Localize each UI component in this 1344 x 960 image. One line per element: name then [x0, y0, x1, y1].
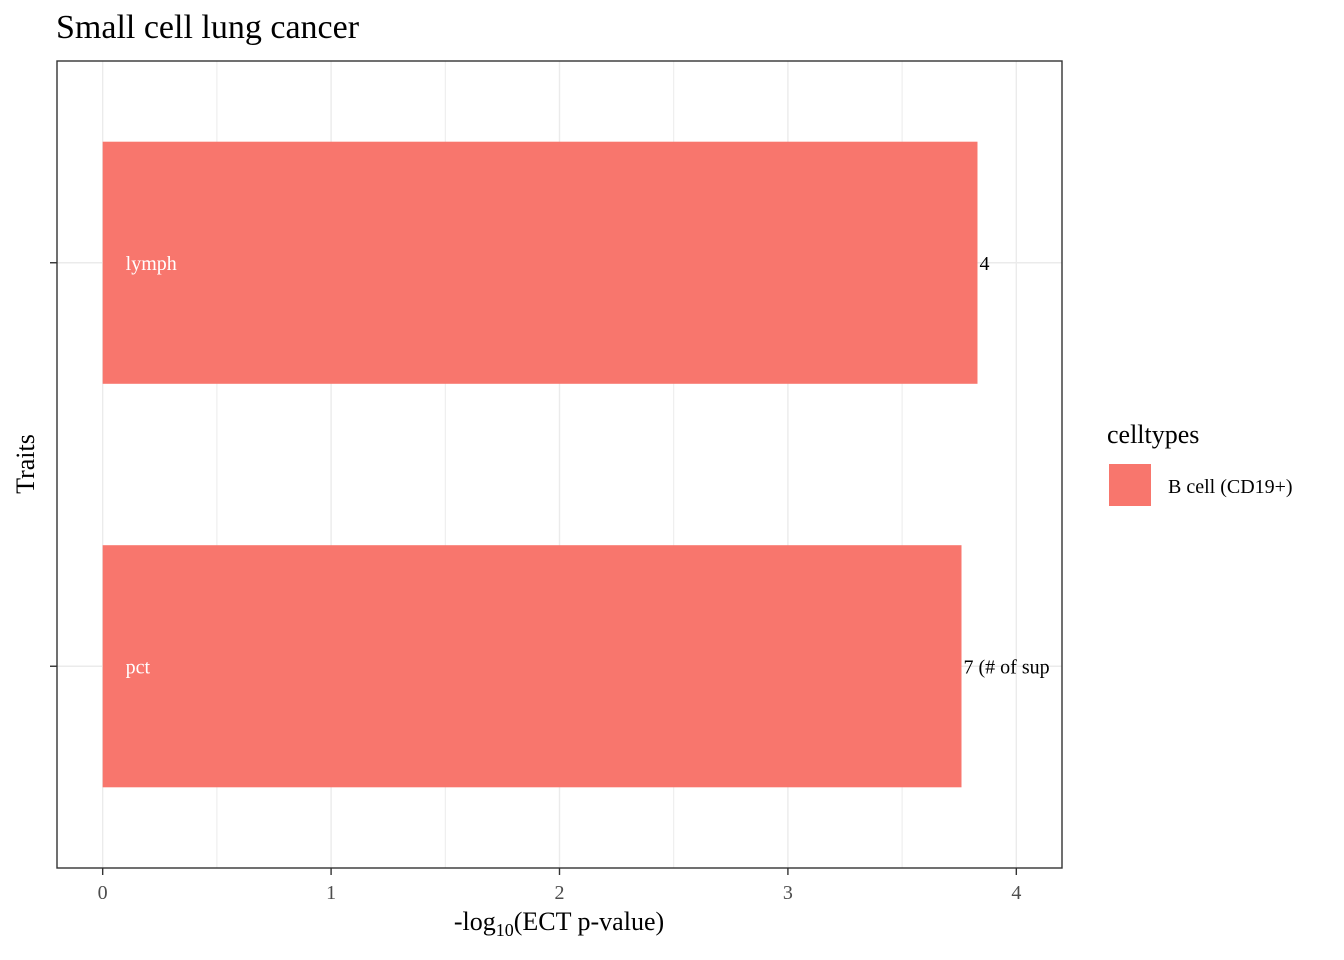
bar-label-lymph: lymph — [126, 253, 177, 275]
x-axis-title-prefix: -log — [454, 907, 496, 936]
legend-title: celltypes — [1107, 420, 1199, 449]
x-axis-title-suffix: (ECT p-value) — [514, 907, 664, 936]
x-tick-label: 4 — [1011, 882, 1021, 904]
y-axis — [50, 262, 57, 667]
x-axis-title: -log10(ECT p-value) — [454, 907, 664, 940]
bar-label-pct: pct — [126, 656, 151, 678]
legend: celltypes B cell (CD19+) — [1107, 420, 1293, 506]
chart-title: Small cell lung cancer — [56, 9, 360, 46]
x-tick-label: 3 — [783, 882, 793, 904]
x-axis-title-subscript: 10 — [496, 920, 514, 940]
x-tick-label: 2 — [555, 882, 565, 904]
bars: lymph pct — [102, 141, 978, 788]
bar-lymph — [102, 141, 978, 384]
end-labels: 4 7 (# of sup — [964, 253, 1050, 679]
legend-key-b-cell — [1109, 464, 1151, 506]
legend-label-b-cell: B cell (CD19+) — [1168, 476, 1293, 498]
x-tick-label: 1 — [326, 882, 336, 904]
end-label-lymph: 4 — [979, 253, 989, 275]
x-tick-label: 0 — [98, 882, 108, 904]
bar-pct — [102, 545, 962, 788]
plot-panel: lymph pct 4 7 (# of sup — [56, 60, 1063, 869]
x-axis: 0 1 2 3 4 — [98, 868, 1021, 904]
end-label-pct: 7 (# of sup — [964, 656, 1050, 678]
y-axis-title: Traits — [11, 434, 40, 494]
